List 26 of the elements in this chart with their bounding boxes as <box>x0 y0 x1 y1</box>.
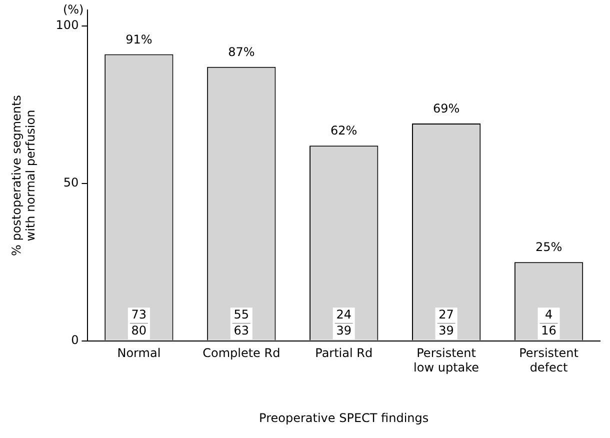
annotation: 16 <box>541 323 556 338</box>
annotation: 39 <box>438 323 454 338</box>
annotation: 73 <box>131 308 147 322</box>
data-label: 91% <box>126 32 152 46</box>
annotation: 80 <box>131 323 147 338</box>
y-tick-label: 0 <box>71 332 79 347</box>
x-tick-label: Persistent low uptake <box>414 346 480 375</box>
data-label: 25% <box>535 240 562 254</box>
x-tick-label: Normal <box>117 346 161 360</box>
annotation: 39 <box>336 323 352 338</box>
text: (%) <box>62 2 84 16</box>
x-tick-label: Persistent defect <box>519 346 579 375</box>
annotation: 63 <box>234 323 250 338</box>
y-tick-label: 50 <box>63 175 79 190</box>
annotation: 4 <box>544 308 553 322</box>
y-axis-title: % postoperative segments with normal perfusion <box>9 95 38 256</box>
x-tick-label: Complete Rd <box>202 346 280 360</box>
x-tick-label: Partial Rd <box>315 346 373 360</box>
data-label: 87% <box>228 45 255 59</box>
annotation: 24 <box>336 308 352 322</box>
annotation: 55 <box>234 308 250 322</box>
x-axis-title: Preoperative SPECT findings <box>259 410 429 425</box>
annotation: 27 <box>438 308 454 322</box>
data-label: 62% <box>330 124 358 138</box>
y-tick-label: 100 <box>56 18 79 32</box>
data-label: 69% <box>432 102 460 116</box>
